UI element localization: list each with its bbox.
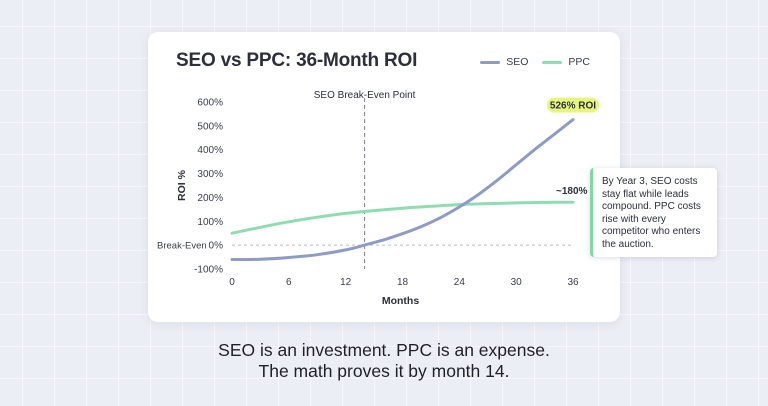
x-tick-label: 0 — [229, 277, 235, 288]
y-axis-title: ROI % — [176, 169, 188, 201]
insight-callout: By Year 3, SEO costs stay flat while lea… — [590, 168, 717, 257]
x-tick-label: 30 — [511, 277, 523, 288]
chart-title: SEO vs PPC: 36-Month ROI — [176, 50, 418, 71]
y-tick-label: 300% — [197, 169, 223, 180]
x-tick-label: 12 — [340, 277, 352, 288]
series-line-seo — [230, 118, 575, 261]
seo-break-even-label: SEO Break-Even Point — [314, 90, 416, 101]
chart-legend: SEO PPC — [480, 56, 590, 68]
ppc-roi-label: ~180% ROI — [556, 186, 608, 197]
seo-roi-badge — [547, 97, 599, 113]
y-tick-label: 600% — [197, 98, 223, 109]
legend-label-ppc: PPC — [568, 56, 590, 68]
legend-swatch-seo — [480, 60, 501, 64]
seo-roi-label: 526% ROI — [550, 101, 596, 112]
y-tick-label: 0% — [209, 241, 224, 252]
x-tick-label: 6 — [286, 277, 292, 288]
y-tick-label: -100% — [194, 265, 223, 276]
y-tick-label: 200% — [197, 193, 223, 204]
y-tick-label: 100% — [197, 217, 223, 228]
series-line-ppc — [230, 200, 575, 235]
x-tick-label: 36 — [567, 277, 579, 288]
legend-swatch-ppc — [542, 60, 563, 64]
x-tick-label: 18 — [397, 277, 409, 288]
y-tick-label: 400% — [197, 145, 223, 156]
bottom-caption: SEO is an investment. PPC is an expense.… — [0, 340, 768, 382]
legend-item-ppc: PPC — [542, 56, 590, 68]
caption-line-2: The math proves it by month 14. — [258, 361, 510, 381]
legend-label-seo: SEO — [506, 56, 529, 68]
caption-line-1: SEO is an investment. PPC is an expense. — [218, 340, 550, 360]
x-axis-title: Months — [382, 295, 419, 307]
x-tick-label: 24 — [454, 277, 466, 288]
legend-item-seo: SEO — [480, 56, 528, 68]
break-even-label: Break-Even — [157, 241, 207, 252]
y-tick-label: 500% — [197, 121, 223, 132]
chart-card: SEO vs PPC: 36-Month ROI SEO PPC — [148, 32, 620, 322]
